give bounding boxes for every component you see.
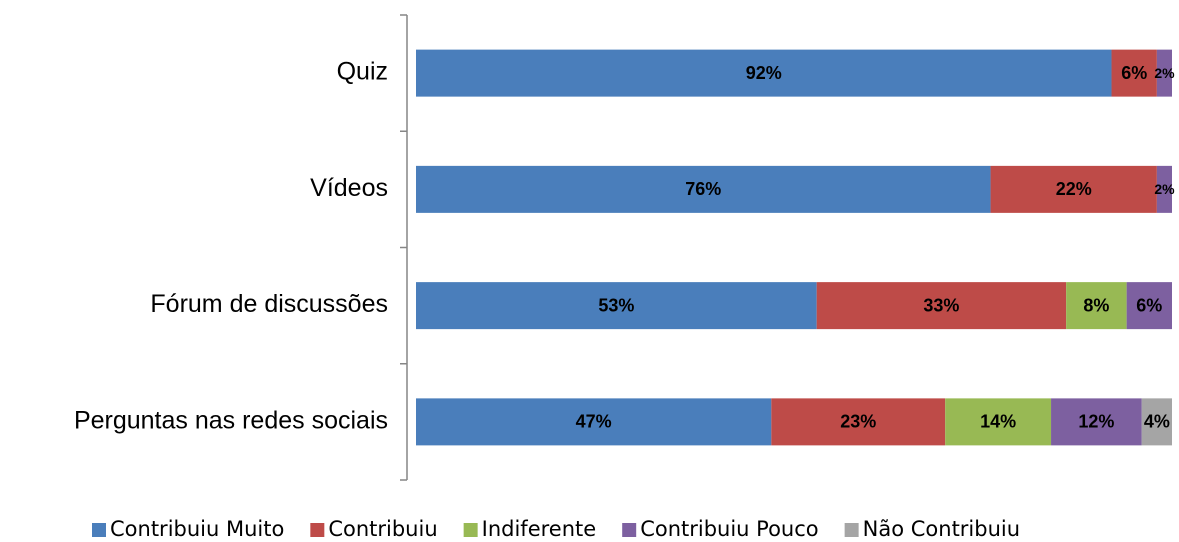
legend-swatch (92, 523, 106, 537)
bar-segment (416, 165, 991, 213)
value-label: 92% (746, 63, 782, 83)
value-label: 8% (1083, 295, 1109, 315)
bar-segment (771, 398, 946, 446)
value-label: 14% (980, 412, 1016, 432)
category-label: Fórum de discussões (150, 290, 388, 318)
value-label: 2% (1154, 65, 1175, 81)
bar-segment (1156, 165, 1172, 213)
value-label: 53% (598, 295, 634, 315)
legend-swatch (463, 523, 478, 537)
value-label: 6% (1121, 63, 1147, 83)
category-label: Perguntas nas redes sociais (74, 406, 388, 434)
bar-segment (816, 282, 1067, 330)
bar-segment (1156, 49, 1172, 97)
category-label: Vídeos (310, 174, 388, 202)
legend-label: Não Contribuiu (863, 517, 1020, 541)
bar-segment (1051, 398, 1142, 446)
value-label: 33% (923, 295, 959, 315)
value-label: 4% (1144, 412, 1170, 432)
bar-segment (990, 165, 1157, 213)
category-label: Quiz (337, 58, 388, 86)
bar-segment (1126, 282, 1172, 330)
bar-segment (1141, 398, 1172, 446)
value-label: 76% (685, 179, 721, 199)
legend-label: Contribuiu Pouco (640, 517, 818, 541)
value-label: 2% (1154, 181, 1175, 197)
value-label: 12% (1078, 412, 1114, 432)
bar-segment (416, 49, 1112, 97)
value-label: 47% (576, 412, 612, 432)
legend-label: Indiferente (482, 517, 597, 541)
legend-swatch (622, 523, 637, 537)
bar-segment (416, 398, 772, 446)
bar-segment (416, 282, 817, 330)
bar-segment (1066, 282, 1127, 330)
legend-label: Contribuiu (328, 517, 437, 541)
legend-swatch (310, 523, 325, 537)
legend-swatch (844, 523, 859, 537)
value-label: 23% (840, 412, 876, 432)
value-label: 6% (1136, 295, 1162, 315)
bar-segment (1111, 49, 1157, 97)
value-label: 22% (1056, 179, 1092, 199)
legend-label: Contribuiu Muito (110, 517, 284, 541)
bar-segment (945, 398, 1052, 446)
